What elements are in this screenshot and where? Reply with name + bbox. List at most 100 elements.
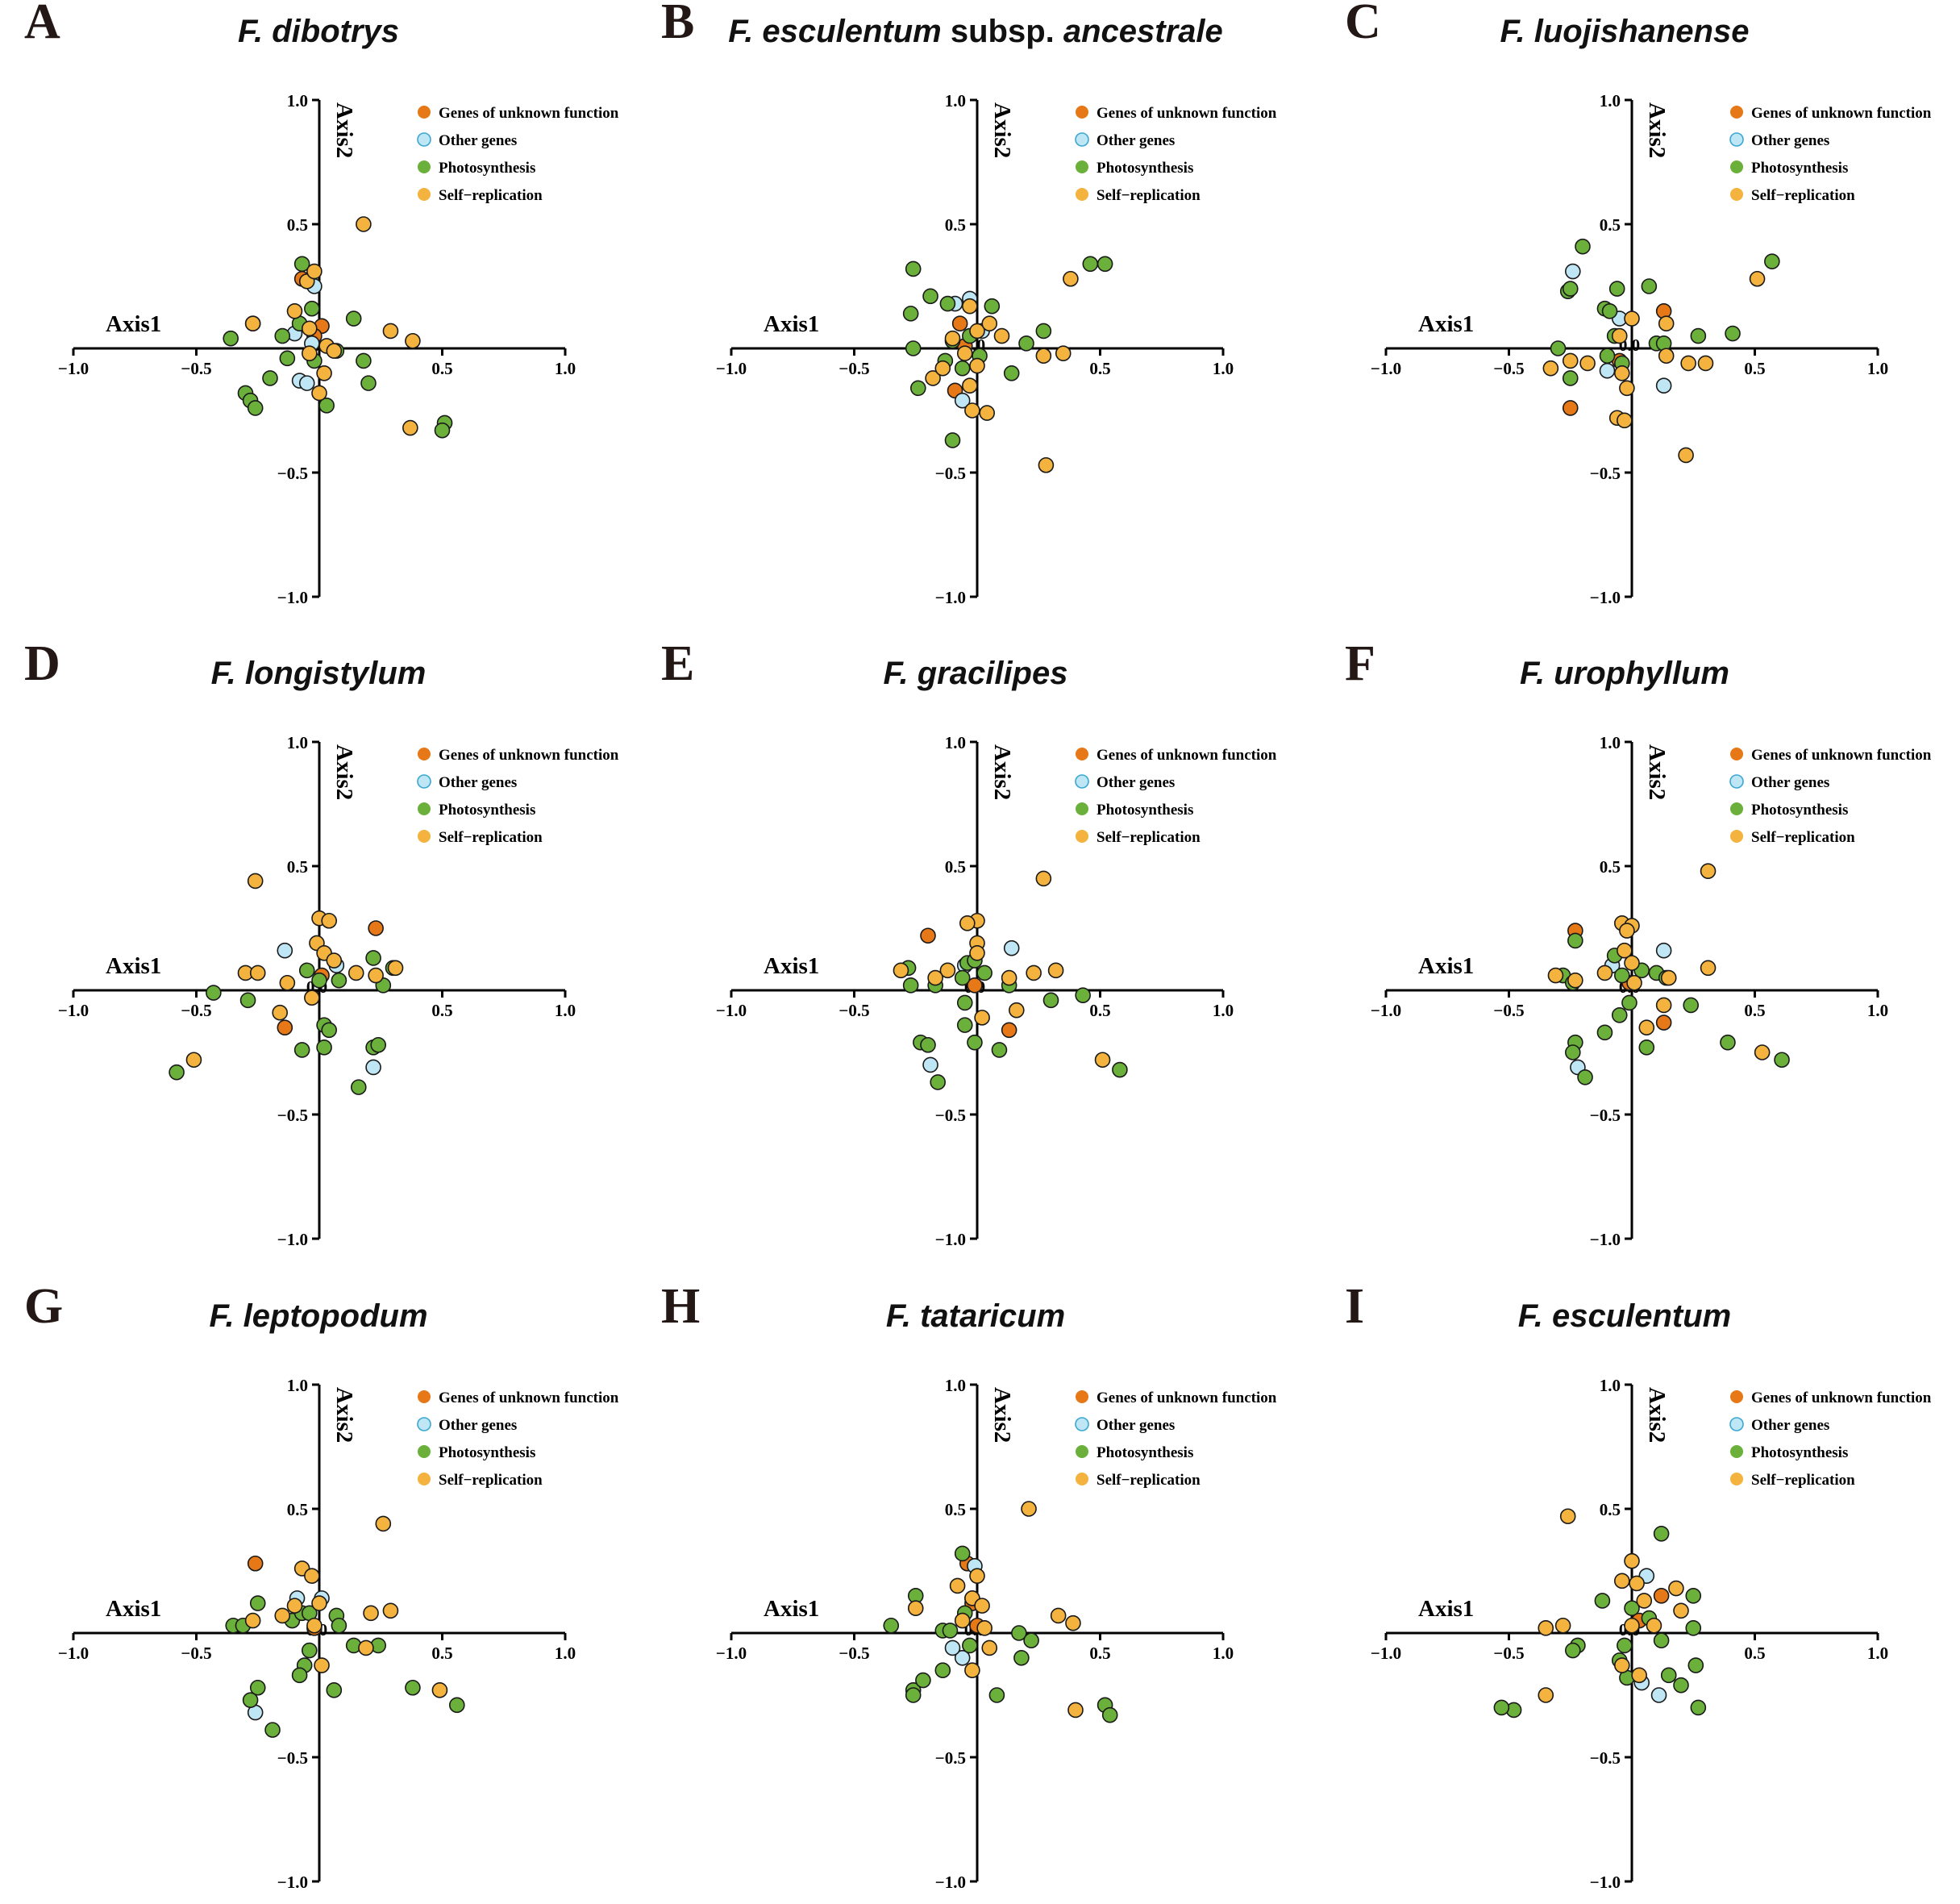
point-photosynthesis <box>448 1697 465 1714</box>
panel-title-part: F. tataricum <box>886 1298 1065 1334</box>
point-photosynthesis <box>326 1682 343 1698</box>
legend-marker-photosynthesis <box>418 1445 431 1458</box>
point-self-replication <box>1026 964 1042 981</box>
legend-label: Photosynthesis <box>439 160 535 177</box>
point-photosynthesis <box>934 1662 951 1678</box>
point-self-replication <box>907 1600 924 1616</box>
point-other-genes <box>1003 940 1020 956</box>
point-photosynthesis <box>291 1667 308 1684</box>
point-self-replication <box>993 327 1010 344</box>
y-axis-title: Axis2 <box>989 744 1015 800</box>
point-self-replication <box>1658 348 1675 365</box>
point-other-genes <box>277 942 293 959</box>
point-photosynthesis <box>169 1064 185 1081</box>
y-tick-label: −0.5 <box>277 1106 308 1125</box>
legend-label: Photosynthesis <box>1751 1444 1848 1461</box>
legend-label: Genes of unknown function <box>439 105 619 122</box>
point-photosynthesis <box>262 370 278 386</box>
x-axis-title: Axis1 <box>764 1596 819 1622</box>
y-tick-label: −1.0 <box>1590 1230 1621 1249</box>
legend-label: Other genes <box>1097 1417 1175 1434</box>
point-self-replication <box>326 952 343 969</box>
legend-label: Photosynthesis <box>1097 160 1193 177</box>
point-photosynthesis <box>905 260 922 277</box>
point-self-replication <box>1617 412 1633 429</box>
point-self-replication <box>356 216 372 232</box>
point-self-replication <box>1749 270 1766 287</box>
x-tick-label: −1.0 <box>1371 359 1401 378</box>
panel-title-part: F. dibotrys <box>238 14 399 49</box>
point-self-replication <box>249 964 266 981</box>
point-self-replication <box>1624 955 1640 971</box>
y-tick-label: −1.0 <box>935 588 966 607</box>
point-photosynthesis <box>1003 365 1020 381</box>
point-self-replication <box>956 345 973 361</box>
legend-label: Other genes <box>439 774 517 791</box>
point-photosynthesis <box>988 1687 1005 1703</box>
point-photosynthesis <box>1653 1526 1670 1542</box>
point-photosynthesis <box>1575 238 1591 255</box>
legend-label: Other genes <box>439 1417 517 1434</box>
y-axis-title: Axis2 <box>1644 744 1670 800</box>
point-photosynthesis <box>902 977 919 994</box>
point-photosynthesis <box>954 969 971 986</box>
point-self-replication <box>1547 967 1564 984</box>
point-photosynthesis <box>956 1017 973 1033</box>
x-tick-label: 1.0 <box>1867 1644 1888 1663</box>
point-genes-of-unknown-function <box>967 977 983 994</box>
legend-label: Self−replication <box>1097 1472 1201 1489</box>
x-axis-title: Axis1 <box>106 953 161 979</box>
x-tick-label: 0.5 <box>1089 359 1110 378</box>
legend-label: Self−replication <box>1751 829 1855 846</box>
point-other-genes <box>1565 263 1581 280</box>
point-other-genes <box>1650 1687 1667 1703</box>
y-tick-label: −0.5 <box>935 1748 966 1768</box>
x-axis-title: Axis1 <box>1418 311 1474 337</box>
point-photosynthesis <box>1673 1677 1689 1694</box>
point-self-replication <box>306 263 323 280</box>
y-tick-label: −1.0 <box>277 1873 308 1892</box>
legend-label: Genes of unknown function <box>1751 105 1932 122</box>
legend-marker-other-genes <box>1729 1417 1744 1431</box>
legend-marker-genes-of-unknown-function <box>1730 106 1743 119</box>
point-photosynthesis <box>1621 994 1637 1011</box>
x-tick-label: 0.5 <box>1744 1001 1765 1020</box>
point-self-replication <box>1538 1687 1554 1703</box>
point-self-replication <box>974 1598 990 1614</box>
point-genes-of-unknown-function <box>368 920 384 936</box>
point-self-replication <box>1668 1580 1684 1597</box>
legend-label: Genes of unknown function <box>1097 747 1277 764</box>
point-photosynthesis <box>954 360 971 377</box>
point-photosynthesis <box>905 340 922 356</box>
point-other-genes <box>1599 362 1616 379</box>
legend-label: Genes of unknown function <box>439 1389 619 1406</box>
legend-marker-photosynthesis <box>1730 1445 1743 1458</box>
point-photosynthesis <box>1075 987 1091 1003</box>
point-photosynthesis <box>1690 327 1707 344</box>
point-photosynthesis <box>920 1036 936 1053</box>
legend-marker-self-replication <box>418 188 431 201</box>
y-tick-label: −0.5 <box>1590 1748 1621 1768</box>
y-tick-label: 0.5 <box>945 215 966 235</box>
point-photosynthesis <box>1018 335 1034 352</box>
point-photosynthesis <box>360 375 377 391</box>
x-axis-title: Axis1 <box>1418 1596 1474 1622</box>
y-axis-title: Axis2 <box>989 1387 1015 1443</box>
panel-c: C F. luojishanense −1.0 −1.0 −0.5 −0.5 0.5 0.5 1… <box>1345 0 1932 607</box>
point-photosynthesis <box>1774 1052 1790 1069</box>
x-tick-label: 0.5 <box>431 1001 452 1020</box>
legend-marker-other-genes <box>1729 774 1744 789</box>
point-self-replication <box>1678 447 1694 464</box>
legend-marker-self-replication <box>1076 830 1088 843</box>
point-self-replication <box>405 332 421 349</box>
legend-marker-other-genes <box>1075 774 1089 789</box>
panel-title-part: F. longistylum <box>211 656 427 691</box>
point-self-replication <box>368 967 384 984</box>
point-self-replication <box>1614 1657 1630 1673</box>
legend-marker-self-replication <box>1076 1473 1088 1485</box>
panel-letter: I <box>1345 1279 1364 1334</box>
legend-marker-other-genes <box>417 1417 431 1431</box>
point-photosynthesis <box>223 330 239 347</box>
x-tick-label: 1.0 <box>1213 359 1234 378</box>
y-axis-title: Axis2 <box>331 1387 357 1443</box>
